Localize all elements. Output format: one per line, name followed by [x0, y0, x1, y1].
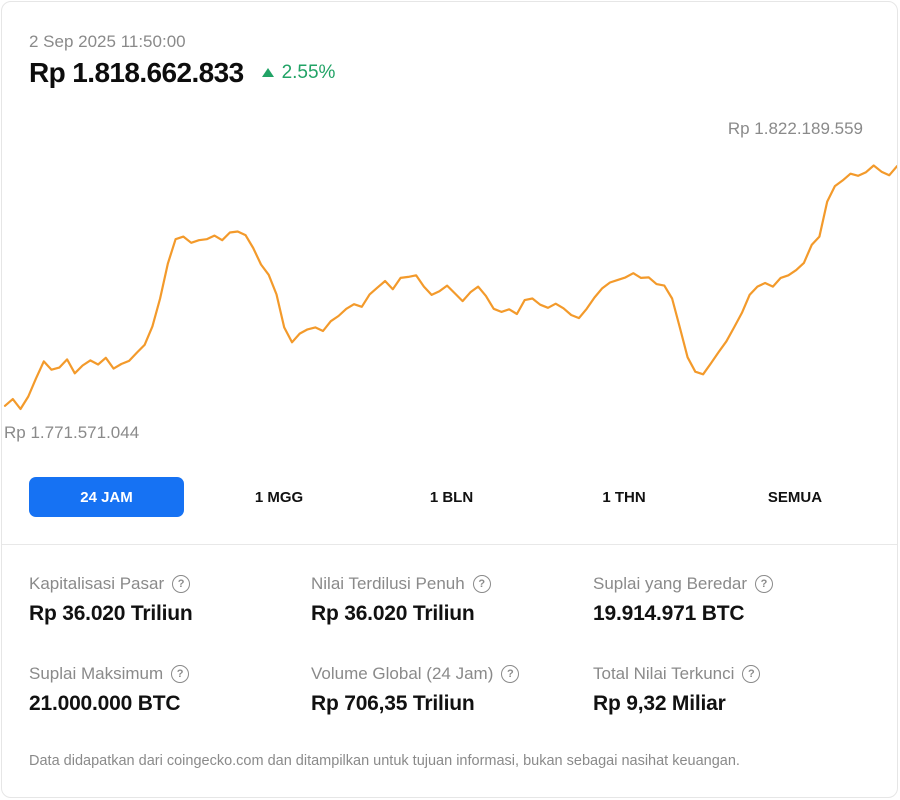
disclaimer-footnote: Data didapatkan dari coingecko.com dan d… — [29, 753, 740, 769]
triangle-up-icon — [261, 67, 274, 77]
range-tab-1-bln[interactable]: 1 BLN — [374, 477, 529, 517]
stat-label: Suplai Maksimum — [29, 664, 164, 683]
timestamp: 2 Sep 2025 11:50:00 — [29, 32, 186, 51]
price-change-percent: 2.55% — [281, 62, 336, 83]
info-icon[interactable]: ? — [172, 575, 191, 593]
price-line — [3, 164, 897, 411]
range-tab-1-mgg[interactable]: 1 MGG — [184, 477, 374, 517]
divider — [2, 544, 897, 545]
info-icon[interactable]: ? — [501, 665, 520, 683]
stat-value: Rp 36.020 Triliun — [311, 602, 475, 625]
stat-market-cap: Kapitalisasi Pasar ? Rp 36.020 Triliun — [29, 574, 299, 626]
range-tab-24-jam[interactable]: 24 JAM — [29, 477, 184, 517]
stat-value: Rp 706,35 Triliun — [311, 692, 475, 715]
stat-circulating-supply: Suplai yang Beredar ? 19.914.971 BTC — [593, 574, 863, 626]
range-tab-semua[interactable]: SEMUA — [719, 477, 871, 517]
stat-value: Rp 9,32 Miliar — [593, 692, 726, 715]
stat-label: Kapitalisasi Pasar — [29, 574, 165, 593]
price-change: 2.55% — [261, 62, 336, 84]
price-chart[interactable] — [2, 112, 898, 452]
current-price: Rp 1.818.662.833 — [29, 57, 244, 88]
stat-value: Rp 36.020 Triliun — [29, 602, 193, 625]
info-icon[interactable]: ? — [755, 575, 774, 593]
stat-value: 19.914.971 BTC — [593, 602, 745, 625]
high-price-label: Rp 1.822.189.559 — [727, 119, 863, 138]
stat-label: Nilai Terdilusi Penuh — [311, 574, 465, 593]
time-range-selector: 24 JAM 1 MGG 1 BLN 1 THN SEMUA — [29, 477, 871, 519]
price-row: Rp 1.818.662.833 2.55% — [29, 57, 335, 89]
stat-fully-diluted-value: Nilai Terdilusi Penuh ? Rp 36.020 Triliu… — [311, 574, 581, 626]
info-icon[interactable]: ? — [742, 665, 761, 683]
stat-label: Total Nilai Terkunci — [593, 664, 735, 683]
stat-value: 21.000.000 BTC — [29, 692, 181, 715]
stat-max-supply: Suplai Maksimum ? 21.000.000 BTC — [29, 664, 299, 716]
stat-global-volume: Volume Global (24 Jam) ? Rp 706,35 Trili… — [311, 664, 581, 716]
stat-total-value-locked: Total Nilai Terkunci ? Rp 9,32 Miliar — [593, 664, 863, 716]
stat-label: Suplai yang Beredar — [593, 574, 748, 593]
range-tab-1-thn[interactable]: 1 THN — [529, 477, 719, 517]
info-icon[interactable]: ? — [472, 575, 491, 593]
low-price-label: Rp 1.771.571.044 — [4, 423, 140, 442]
info-icon[interactable]: ? — [171, 665, 190, 683]
stat-label: Volume Global (24 Jam) — [311, 664, 494, 683]
